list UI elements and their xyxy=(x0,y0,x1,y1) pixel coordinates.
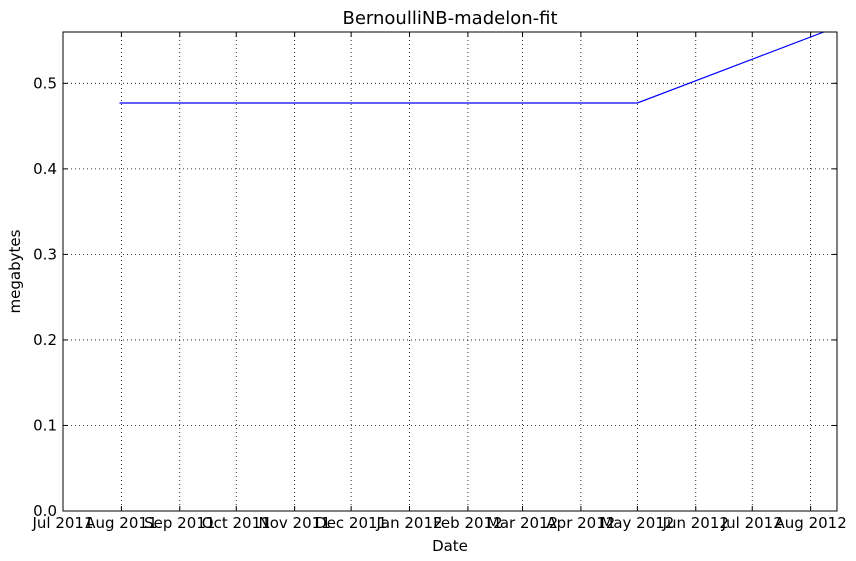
x-tick-label: Aug 2012 xyxy=(775,514,847,532)
y-tick-label: 0.3 xyxy=(33,245,57,263)
y-tick-label: 0.5 xyxy=(33,74,57,92)
x-tick-label: Feb 2012 xyxy=(433,514,503,532)
x-tick-label: Aug 2011 xyxy=(85,514,157,532)
x-tick-label: Jul 2011 xyxy=(31,514,93,532)
y-tick-label: 0.4 xyxy=(33,160,57,178)
x-axis-title: Date xyxy=(432,537,468,555)
x-tick-label: Nov 2011 xyxy=(259,514,331,532)
x-tick-label: Jun 2012 xyxy=(662,514,729,532)
chart-title: BernoulliNB-madelon-fit xyxy=(342,8,557,29)
y-tick-label: 0.1 xyxy=(33,416,57,434)
series-group xyxy=(119,32,825,104)
x-tick-label: Mar 2012 xyxy=(487,514,558,532)
x-tick-label: Jan 2012 xyxy=(375,514,442,532)
x-tick-label: Apr 2012 xyxy=(546,514,615,532)
y-axis-title: megabytes xyxy=(6,229,24,313)
x-tick-label: May 2012 xyxy=(600,514,674,532)
x-tick-label: Jul 2012 xyxy=(721,514,783,532)
x-tick-label: Dec 2011 xyxy=(315,514,387,532)
plot-frame xyxy=(62,31,838,512)
y-tick-label: 0.2 xyxy=(33,331,57,349)
x-tick-label: Oct 2011 xyxy=(202,514,271,532)
y-tick-label: 0.0 xyxy=(33,502,57,520)
x-tick-label: Sep 2011 xyxy=(144,514,215,532)
series-line xyxy=(119,32,825,104)
